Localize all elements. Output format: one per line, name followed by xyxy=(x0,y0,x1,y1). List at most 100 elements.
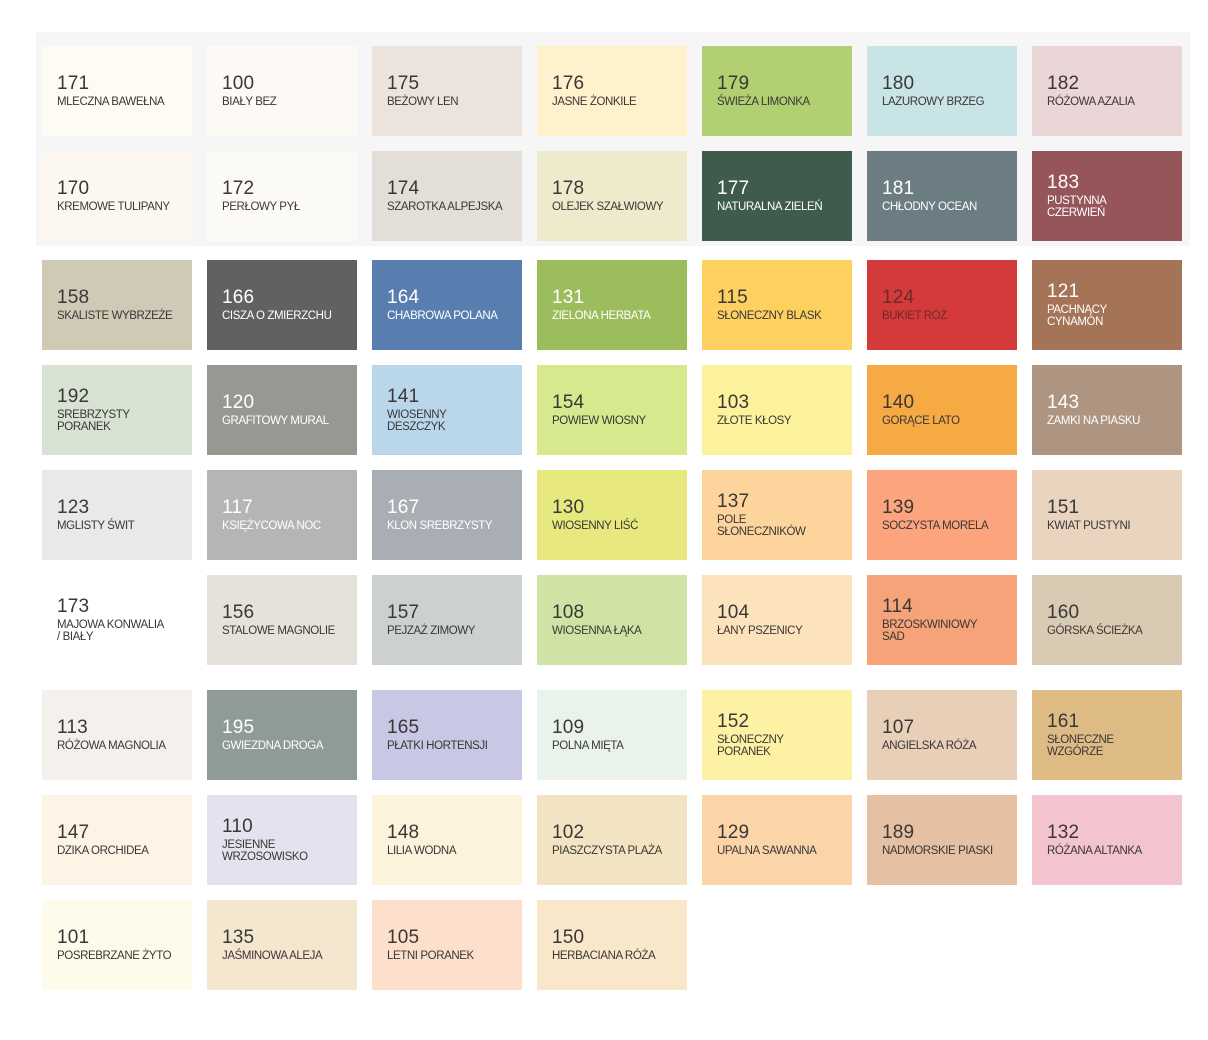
color-swatch[interactable]: 135 JAŚMINOWA ALEJA xyxy=(207,900,357,990)
color-swatch[interactable]: 171 MLECZNA BAWEŁNA xyxy=(42,46,192,136)
color-swatch[interactable]: 151 KWIAT PUSTYNI xyxy=(1032,470,1182,560)
swatch-name: ŚWIEŻA LIMONKA xyxy=(717,96,810,108)
color-swatch[interactable]: 117 KSIĘŻYCOWA NOC xyxy=(207,470,357,560)
color-swatch[interactable]: 132 RÓŻANA ALTANKA xyxy=(1032,795,1182,885)
color-swatch[interactable]: 123 MGLISTY ŚWIT xyxy=(42,470,192,560)
color-swatch[interactable]: 156 STALOWE MAGNOLIE xyxy=(207,575,357,665)
swatch-name: POSREBRZANE ŻYTO xyxy=(57,950,172,962)
color-swatch[interactable]: 139 SOCZYSTA MORELA xyxy=(867,470,1017,560)
color-swatch[interactable]: 164 CHABROWA POLANA xyxy=(372,260,522,350)
color-swatch[interactable]: 160 GÓRSKA ŚCIEŻKA xyxy=(1032,575,1182,665)
swatch-code: 167 xyxy=(387,497,420,518)
swatch-name: DZIKA ORCHIDEA xyxy=(57,845,149,857)
color-swatch[interactable]: 161 SŁONECZNE WZGÓRZE xyxy=(1032,690,1182,780)
color-swatch[interactable]: 150 HERBACIANA RÓŻA xyxy=(537,900,687,990)
color-swatch[interactable]: 189 NADMORSKIE PIASKI xyxy=(867,795,1017,885)
swatch-name: SZAROTKA ALPEJSKA xyxy=(387,201,503,213)
color-swatch[interactable]: 182 RÓŻOWA AZALIA xyxy=(1032,46,1182,136)
swatch-name: BIAŁY BEZ xyxy=(222,96,277,108)
color-swatch[interactable]: 176 JASNE ŻONKILE xyxy=(537,46,687,136)
color-swatch[interactable]: 129 UPALNA SAWANNA xyxy=(702,795,852,885)
color-swatch[interactable]: 107 ANGIELSKA RÓŻA xyxy=(867,690,1017,780)
color-swatch[interactable]: 154 POWIEW WIOSNY xyxy=(537,365,687,455)
swatch-code: 148 xyxy=(387,822,420,843)
color-swatch[interactable]: 140 GORĄCE LATO xyxy=(867,365,1017,455)
color-swatch[interactable]: 101 POSREBRZANE ŻYTO xyxy=(42,900,192,990)
color-swatch[interactable]: 141 WIOSENNY DESZCZYK xyxy=(372,365,522,455)
color-swatch[interactable]: 102 PIASZCZYSTA PLAŻA xyxy=(537,795,687,885)
color-swatch[interactable]: 121 PACHNĄCY CYNAMON xyxy=(1032,260,1182,350)
color-swatch[interactable]: 175 BEŻOWY LEN xyxy=(372,46,522,136)
color-swatch[interactable]: 179 ŚWIEŻA LIMONKA xyxy=(702,46,852,136)
swatch-name: WIOSENNY LIŚĆ xyxy=(552,520,638,532)
swatch-code: 166 xyxy=(222,287,255,308)
color-swatch[interactable]: 157 PEJZAŻ ZIMOWY xyxy=(372,575,522,665)
color-swatch[interactable]: 170 KREMOWE TULIPANY xyxy=(42,151,192,241)
color-swatch[interactable]: 195 GWIEZDNA DROGA xyxy=(207,690,357,780)
swatch-code: 180 xyxy=(882,73,915,94)
swatch-code: 129 xyxy=(717,822,750,843)
color-swatch[interactable]: 148 LILIA WODNA xyxy=(372,795,522,885)
color-swatch[interactable]: 100 BIAŁY BEZ xyxy=(207,46,357,136)
swatch-code: 177 xyxy=(717,178,750,199)
color-swatch[interactable]: 114 BRZOSKWINIOWY SAD xyxy=(867,575,1017,665)
swatch-code: 130 xyxy=(552,497,585,518)
swatch-code: 171 xyxy=(57,73,90,94)
swatch-name: WIOSENNA ŁĄKA xyxy=(552,625,642,637)
color-swatch[interactable]: 181 CHŁODNY OCEAN xyxy=(867,151,1017,241)
color-swatch[interactable]: 174 SZAROTKA ALPEJSKA xyxy=(372,151,522,241)
swatch-name: CISZA O ZMIERZCHU xyxy=(222,310,332,322)
swatch-code: 143 xyxy=(1047,392,1080,413)
swatch-name: POWIEW WIOSNY xyxy=(552,415,646,427)
color-swatch[interactable]: 152 SŁONECZNY PORANEK xyxy=(702,690,852,780)
swatch-code: 172 xyxy=(222,178,255,199)
color-swatch[interactable]: 165 PŁATKI HORTENSJI xyxy=(372,690,522,780)
color-swatch[interactable]: 137 POLE SŁONECZNIKÓW xyxy=(702,470,852,560)
color-swatch[interactable]: 166 CISZA O ZMIERZCHU xyxy=(207,260,357,350)
swatch-name: PŁATKI HORTENSJI xyxy=(387,740,488,752)
swatch-code: 121 xyxy=(1047,281,1080,302)
color-swatch[interactable]: 105 LETNI PORANEK xyxy=(372,900,522,990)
swatch-code: 154 xyxy=(552,392,585,413)
color-swatch[interactable]: 180 LAZUROWY BRZEG xyxy=(867,46,1017,136)
swatch-name: ANGIELSKA RÓŻA xyxy=(882,740,977,752)
swatch-name: SŁONECZNY PORANEK xyxy=(717,734,784,758)
color-swatch[interactable]: 183 PUSTYNNA CZERWIEŃ xyxy=(1032,151,1182,241)
swatch-code: 147 xyxy=(57,822,90,843)
color-swatch[interactable]: 173 MAJOWA KONWALIA / BIAŁY xyxy=(42,575,192,665)
swatch-name: RÓŻOWA MAGNOLIA xyxy=(57,740,166,752)
color-swatch[interactable]: 108 WIOSENNA ŁĄKA xyxy=(537,575,687,665)
swatch-code: 176 xyxy=(552,73,585,94)
swatch-name: SOCZYSTA MORELA xyxy=(882,520,989,532)
color-swatch[interactable]: 103 ZŁOTE KŁOSY xyxy=(702,365,852,455)
swatch-name: JASNE ŻONKILE xyxy=(552,96,637,108)
swatch-name: MGLISTY ŚWIT xyxy=(57,520,135,532)
swatch-name: CHŁODNY OCEAN xyxy=(882,201,977,213)
color-swatch[interactable]: 192 SREBRZYSTY PORANEK xyxy=(42,365,192,455)
color-swatch[interactable]: 120 GRAFITOWY MURAL xyxy=(207,365,357,455)
color-swatch[interactable]: 110 JESIENNE WRZOSOWISKO xyxy=(207,795,357,885)
color-swatch[interactable]: 147 DZIKA ORCHIDEA xyxy=(42,795,192,885)
color-swatch[interactable]: 167 KLON SREBRZYSTY xyxy=(372,470,522,560)
color-swatch[interactable]: 104 ŁANY PSZENICY xyxy=(702,575,852,665)
color-swatch[interactable]: 131 ZIELONA HERBATA xyxy=(537,260,687,350)
color-swatch[interactable]: 124 BUKIET RÓŻ xyxy=(867,260,1017,350)
color-swatch[interactable]: 172 PERŁOWY PYŁ xyxy=(207,151,357,241)
swatch-code: 181 xyxy=(882,178,915,199)
swatch-code: 156 xyxy=(222,602,255,623)
color-swatch[interactable]: 109 POLNA MIĘTA xyxy=(537,690,687,780)
swatch-name: KLON SREBRZYSTY xyxy=(387,520,493,532)
swatch-code: 157 xyxy=(387,602,420,623)
swatch-name: GRAFITOWY MURAL xyxy=(222,415,329,427)
color-swatch[interactable]: 113 RÓŻOWA MAGNOLIA xyxy=(42,690,192,780)
color-swatch[interactable]: 158 SKALISTE WYBRZEŻE xyxy=(42,260,192,350)
swatch-name: KREMOWE TULIPANY xyxy=(57,201,170,213)
swatch-code: 189 xyxy=(882,822,915,843)
color-swatch[interactable]: 178 OLEJEK SZAŁWIOWY xyxy=(537,151,687,241)
color-swatch[interactable]: 115 SŁONECZNY BLASK xyxy=(702,260,852,350)
color-swatch[interactable]: 177 NATURALNA ZIELEŃ xyxy=(702,151,852,241)
color-swatch[interactable]: 143 ZAMKI NA PIASKU xyxy=(1032,365,1182,455)
swatch-name: JESIENNE WRZOSOWISKO xyxy=(222,839,308,863)
color-swatch[interactable]: 130 WIOSENNY LIŚĆ xyxy=(537,470,687,560)
swatch-code: 135 xyxy=(222,927,255,948)
